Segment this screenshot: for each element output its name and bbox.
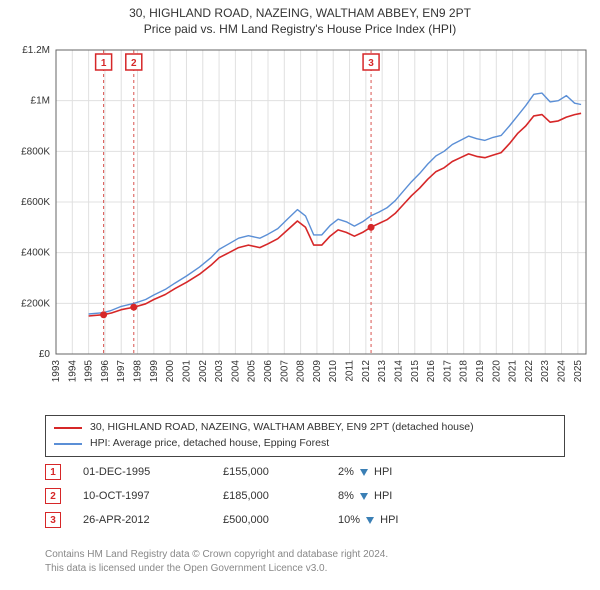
legend-row: 30, HIGHLAND ROAD, NAZEING, WALTHAM ABBE… (54, 420, 556, 436)
x-tick-label: 1993 (51, 360, 62, 383)
x-tick-label: 2007 (279, 360, 290, 383)
y-tick-label: £1M (31, 96, 50, 107)
x-tick-label: 1998 (133, 360, 144, 383)
legend-swatch (54, 443, 82, 445)
attribution-line1: Contains HM Land Registry data © Crown c… (45, 548, 565, 562)
x-tick-label: 2024 (557, 360, 568, 383)
attribution: Contains HM Land Registry data © Crown c… (45, 548, 565, 575)
chart-area: £0 £200K £400K £600K £800K £1M £1.2M 1993 1994 19… (10, 44, 590, 404)
sales-price: £500,000 (223, 514, 338, 526)
y-tick-label: £1.2M (22, 45, 50, 56)
x-tick-label: 2013 (377, 360, 388, 383)
sales-pct-vs-hpi: 10% HPI (338, 514, 488, 526)
x-tick-label: 2017 (442, 360, 453, 383)
y-tick-label: £600K (21, 197, 50, 208)
sales-table: 1 01-DEC-1995£155,0002% HPI 2 10-OCT-1997£1… (45, 460, 565, 532)
x-tick-label: 2001 (181, 360, 192, 383)
sale-dot (100, 311, 107, 318)
sales-badge: 2 (45, 488, 61, 504)
legend-label: HPI: Average price, detached house, Eppi… (90, 436, 329, 452)
sales-pct-vs-hpi: 8% HPI (338, 490, 488, 502)
x-tick-label: 2016 (426, 360, 437, 383)
sales-price: £185,000 (223, 490, 338, 502)
sales-badge: 3 (45, 512, 61, 528)
x-tick-label: 2019 (475, 360, 486, 383)
legend: 30, HIGHLAND ROAD, NAZEING, WALTHAM ABBE… (45, 415, 565, 457)
x-tick-label: 2014 (393, 360, 404, 383)
sales-table-row: 1 01-DEC-1995£155,0002% HPI (45, 460, 565, 484)
chart-title-line2: Price paid vs. HM Land Registry's House … (0, 20, 600, 40)
chart-title-line1: 30, HIGHLAND ROAD, NAZEING, WALTHAM ABBE… (0, 0, 600, 20)
sales-table-row: 3 26-APR-2012£500,00010% HPI (45, 508, 565, 532)
sale-badge-num: 1 (101, 58, 107, 69)
x-tick-label: 2003 (214, 360, 225, 383)
legend-label: 30, HIGHLAND ROAD, NAZEING, WALTHAM ABBE… (90, 420, 474, 436)
y-tick-label: £400K (21, 248, 50, 259)
sales-date: 10-OCT-1997 (83, 490, 223, 502)
down-triangle-icon (360, 469, 368, 476)
x-tick-label: 2009 (312, 360, 323, 383)
x-tick-label: 1994 (67, 360, 78, 383)
x-tick-label: 2020 (491, 360, 502, 383)
x-tick-label: 2006 (263, 360, 274, 383)
x-tick-label: 2022 (524, 360, 535, 383)
x-tick-label: 2002 (198, 360, 209, 383)
legend-swatch (54, 427, 82, 429)
x-tick-label: 2018 (459, 360, 470, 383)
chart-svg: £0 £200K £400K £600K £800K £1M £1.2M 1993 1994 19… (10, 44, 590, 404)
x-tick-label: 1997 (116, 360, 127, 383)
x-tick-label: 1995 (84, 360, 95, 383)
y-tick-label: £800K (21, 146, 50, 157)
down-triangle-icon (366, 517, 374, 524)
y-tick-label: £200K (21, 298, 50, 309)
x-tick-label: 2012 (361, 360, 372, 383)
sales-date: 01-DEC-1995 (83, 466, 223, 478)
sale-dot (368, 224, 375, 231)
sales-date: 26-APR-2012 (83, 514, 223, 526)
attribution-line2: This data is licensed under the Open Gov… (45, 562, 565, 576)
x-tick-label: 2015 (410, 360, 421, 383)
down-triangle-icon (360, 493, 368, 500)
sales-price: £155,000 (223, 466, 338, 478)
x-tick-label: 2004 (230, 360, 241, 383)
x-tick-label: 2023 (540, 360, 551, 383)
x-tick-label: 2005 (247, 360, 258, 383)
x-tick-label: 2008 (296, 360, 307, 383)
x-tick-label: 2021 (508, 360, 519, 383)
x-tick-label: 1999 (149, 360, 160, 383)
x-tick-label: 2011 (345, 360, 356, 382)
y-tick-label: £0 (39, 349, 51, 360)
sale-dot (130, 304, 137, 311)
sales-badge: 1 (45, 464, 61, 480)
x-tick-label: 2010 (328, 360, 339, 383)
sales-pct-vs-hpi: 2% HPI (338, 466, 488, 478)
x-tick-label: 2025 (573, 360, 584, 383)
legend-row: HPI: Average price, detached house, Eppi… (54, 436, 556, 452)
sales-table-row: 2 10-OCT-1997£185,0008% HPI (45, 484, 565, 508)
x-tick-label: 2000 (165, 360, 176, 383)
sale-badge-num: 2 (131, 58, 137, 69)
sale-badge-num: 3 (368, 58, 374, 69)
x-tick-label: 1996 (100, 360, 111, 383)
